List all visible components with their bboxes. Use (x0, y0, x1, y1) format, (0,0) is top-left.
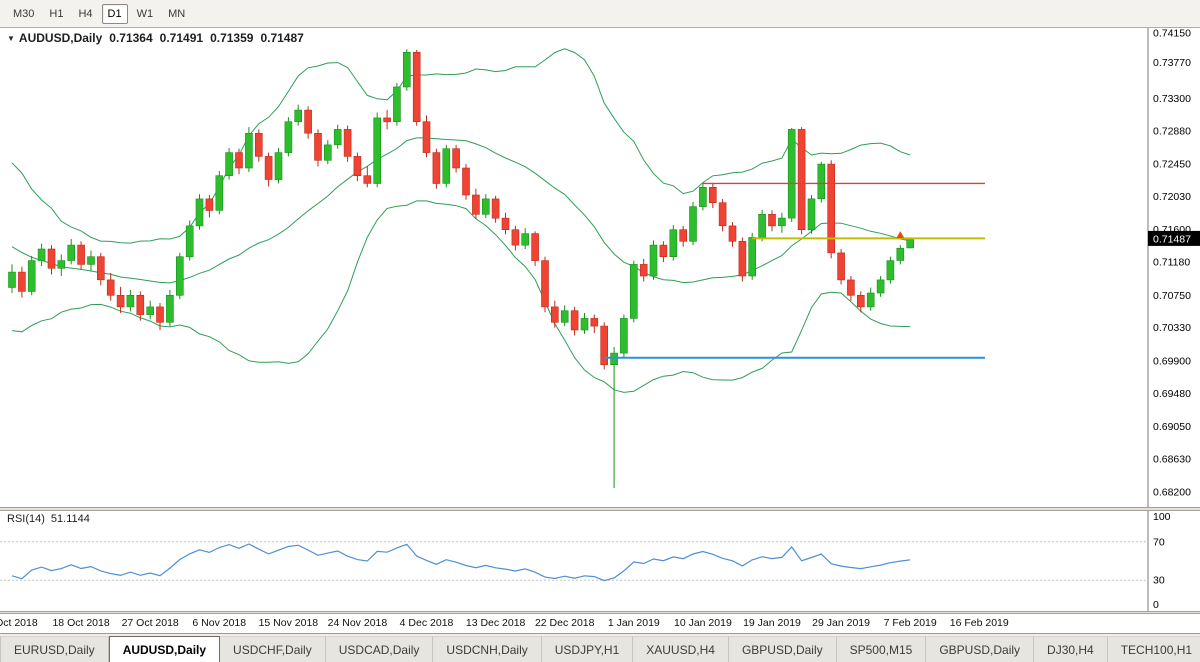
date-axis-label: 9 Oct 2018 (0, 617, 38, 629)
rsi-axis-label: 0 (1153, 599, 1159, 611)
date-axis-label: 29 Jan 2019 (812, 617, 870, 629)
date-axis-label: 16 Feb 2019 (949, 617, 1009, 629)
rsi-header: RSI(14) 51.1144 (7, 513, 90, 525)
chart-tab-usdcad-daily[interactable]: USDCAD,Daily (325, 636, 434, 662)
price-axis-label: 0.74150 (1153, 28, 1191, 40)
chart-tab-audusd-daily[interactable]: AUDUSD,Daily (108, 636, 221, 662)
rsi-indicator-canvas[interactable]: 100 70 30 0 (0, 511, 1200, 611)
symbol-marker-icon: ▼ (7, 33, 15, 43)
date-axis-label: 10 Jan 2019 (673, 617, 732, 629)
date-axis-label: 1 Jan 2019 (607, 617, 660, 629)
period-button-h1[interactable]: H1 (49, 7, 64, 20)
date-axis-label: 4 Dec 2018 (399, 617, 454, 629)
price-axis-labels: 0.74150 0.73770 0.73300 0.72880 0.72450 0.720… (1153, 28, 1191, 499)
chart-tab-usdjpy-h1[interactable]: USDJPY,H1 (541, 636, 634, 662)
price-axis-label: 0.69900 (1153, 355, 1191, 367)
rsi-indicator-value: 51.1144 (50, 513, 90, 525)
date-axis-label: 22 Dec 2018 (534, 617, 595, 629)
price-axis-label: 0.73770 (1153, 57, 1191, 69)
chart-low-value: 0.71359 (210, 31, 254, 45)
timeframe-toolbar: M30 H1 H4 D1 W1 MN (0, 0, 1200, 28)
chart-tab-usdchf-daily[interactable]: USDCHF,Daily (220, 636, 326, 662)
price-axis-label: 0.69050 (1153, 421, 1191, 433)
chart-tab-xauusd-h4[interactable]: XAUUSD,H4 (633, 636, 729, 662)
chart-tab-dj30-h4[interactable]: DJ30,H4 (1034, 636, 1108, 662)
current-price-badge (1148, 230, 1200, 246)
price-axis-label: 0.72450 (1153, 159, 1191, 171)
date-axis-label: 19 Jan 2019 (743, 617, 801, 629)
rsi-line (11, 543, 911, 582)
price-axis-label: 0.69480 (1153, 388, 1191, 400)
candles-group (8, 49, 915, 489)
chart-tab-usdcnh-daily[interactable]: USDCNH,Daily (433, 636, 542, 662)
arrow-up-marker[interactable] (896, 231, 905, 239)
rsi-indicator-label: RSI(14) (7, 513, 45, 525)
date-axis-label: 13 Dec 2018 (465, 617, 526, 629)
pane-splitter[interactable] (0, 611, 1200, 614)
chart-symbol-label: AUDUSD,Daily (18, 31, 103, 45)
current-price-badge-value: 0.71487 (1153, 233, 1191, 245)
period-button-d1[interactable]: D1 (101, 3, 128, 24)
chart-header: ▼ AUDUSD,Daily 0.71364 0.71491 0.71359 0… (7, 31, 304, 45)
chart-high-value: 0.71491 (159, 31, 204, 45)
price-axis-label: 0.73300 (1153, 93, 1191, 105)
chart-tab-eurusd-daily[interactable]: EURUSD,Daily (0, 636, 109, 662)
chart-tab-bar: EURUSD,Daily AUDUSD,Daily USDCHF,Daily USDC… (0, 634, 1200, 662)
date-axis-label: 15 Nov 2018 (258, 617, 319, 629)
period-button-h4[interactable]: H4 (78, 7, 93, 20)
date-axis-label: 27 Oct 2018 (121, 617, 179, 629)
price-axis-label: 0.70330 (1153, 322, 1191, 334)
rsi-axis-label: 100 (1153, 511, 1171, 523)
period-button-m30[interactable]: M30 (13, 7, 35, 20)
price-axis-label: 0.71180 (1153, 257, 1190, 269)
chart-tab-sp500-m15[interactable]: SP500,M15 (836, 636, 927, 662)
pane-splitter[interactable] (0, 507, 1200, 511)
period-button-w1[interactable]: W1 (136, 7, 154, 20)
date-axis: 9 Oct 2018 18 Oct 2018 27 Oct 2018 6 Nov 20… (0, 614, 1200, 634)
chart-tab-gbpusd-daily[interactable]: GBPUSD,Daily (926, 636, 1035, 662)
bollinger-upper-band (11, 48, 911, 244)
bollinger-lower-band (11, 200, 911, 393)
price-axis-label: 0.68200 (1153, 487, 1191, 499)
chart-close-value: 0.71487 (260, 31, 304, 45)
main-price-chart-canvas[interactable]: 0.74150 0.73770 0.73300 0.72880 0.72450 0.720… (0, 28, 1200, 507)
rsi-axis-label: 70 (1153, 536, 1165, 548)
date-axis-label: 6 Nov 2018 (192, 617, 247, 629)
price-axis-label: 0.72880 (1153, 126, 1191, 138)
chart-tab-gbpusd-daily[interactable]: GBPUSD,Daily (728, 636, 837, 662)
date-axis-label: 18 Oct 2018 (52, 617, 110, 629)
period-button-mn[interactable]: MN (168, 7, 186, 20)
date-axis-label: 24 Nov 2018 (327, 617, 388, 629)
price-axis-label: 0.70750 (1153, 290, 1191, 302)
date-axis-label: 7 Feb 2019 (883, 617, 937, 629)
chart-tab-tech100-h1[interactable]: TECH100,H1 (1107, 636, 1200, 662)
rsi-axis-label: 30 (1153, 575, 1165, 587)
bollinger-middle-band (11, 137, 911, 284)
price-axis-label: 0.68630 (1153, 453, 1191, 465)
price-axis-label: 0.72030 (1153, 191, 1191, 203)
chart-open-value: 0.71364 (109, 31, 153, 45)
